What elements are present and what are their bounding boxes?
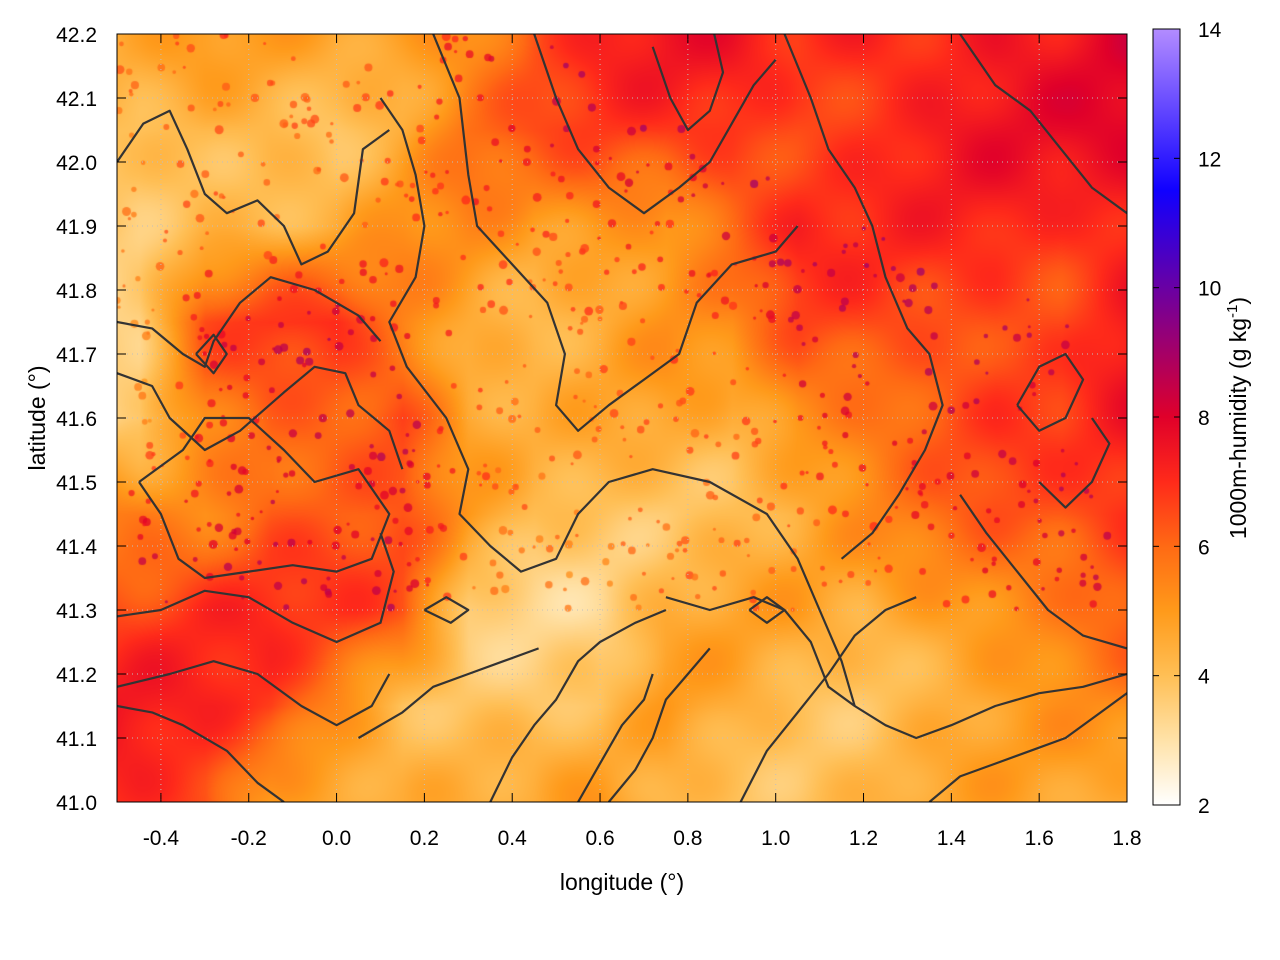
y-tick-label: 42.1 bbox=[56, 88, 97, 111]
x-tick-label: -0.2 bbox=[231, 827, 267, 850]
x-tick-label: 0.4 bbox=[498, 827, 528, 850]
colorbar-tick-label: 6 bbox=[1198, 536, 1210, 559]
contour-line bbox=[607, 647, 711, 802]
x-tick-label: 0.6 bbox=[585, 827, 614, 850]
y-tick-label: 41.8 bbox=[56, 280, 97, 303]
contour-line bbox=[748, 596, 786, 624]
colorbar: 2 4 6 8 10 12 14 1000m-humidity (g kg-1) bbox=[1152, 19, 1251, 818]
contour-line bbox=[117, 276, 382, 368]
contour-line bbox=[138, 416, 391, 580]
contour-line bbox=[651, 34, 725, 132]
colorbar-title-exponent: -1 bbox=[1224, 305, 1241, 318]
colorbar-ticks: 2 4 6 8 10 12 14 bbox=[1153, 19, 1222, 818]
contour-line bbox=[117, 660, 391, 727]
contour-line bbox=[959, 34, 1127, 215]
contour-line bbox=[1016, 352, 1085, 432]
contour-line bbox=[783, 34, 944, 560]
colorbar-title-text: 1000m-humidity (g kg bbox=[1225, 318, 1251, 539]
y-axis-title: latitude (°) bbox=[24, 365, 50, 470]
contour-line bbox=[577, 673, 654, 802]
contour-line bbox=[739, 596, 917, 802]
x-axis: -0.4 -0.2 0.0 0.2 0.4 0.6 0.8 1.0 1.2 1.4 1.6 1.8 bbox=[143, 34, 1142, 850]
colorbar-tick-label: 12 bbox=[1198, 148, 1221, 171]
y-tick-label: 41.7 bbox=[56, 344, 97, 367]
contour-line bbox=[533, 34, 777, 215]
x-tick-label: -0.4 bbox=[143, 827, 180, 850]
y-tick-label: 41.0 bbox=[56, 792, 97, 815]
contour-line bbox=[117, 109, 390, 266]
x-tick-label: 1.2 bbox=[849, 827, 878, 850]
colorbar-tick-label: 14 bbox=[1198, 19, 1222, 42]
contour-line bbox=[117, 365, 404, 470]
colorbar-tick-label: 8 bbox=[1198, 407, 1210, 430]
contour-line bbox=[117, 704, 285, 802]
x-tick-label: 1.0 bbox=[761, 827, 790, 850]
contour-line bbox=[195, 333, 228, 375]
contour-line bbox=[379, 97, 856, 707]
x-tick-label: 1.6 bbox=[1025, 827, 1054, 850]
contour-line bbox=[117, 532, 395, 644]
contour-line bbox=[489, 608, 667, 802]
contour-line bbox=[959, 494, 1127, 650]
y-tick-label: 41.1 bbox=[56, 728, 97, 751]
colorbar-title-close: ) bbox=[1225, 297, 1251, 305]
y-tick-label: 41.3 bbox=[56, 600, 97, 623]
contour-line bbox=[1038, 417, 1111, 509]
colorbar-tick-label: 4 bbox=[1198, 666, 1210, 689]
y-tick-label: 41.4 bbox=[56, 536, 97, 559]
y-tick-label: 41.6 bbox=[56, 408, 97, 431]
colorbar-title: 1000m-humidity (g kg-1) bbox=[1224, 297, 1251, 539]
y-tick-label: 41.9 bbox=[56, 216, 97, 239]
contour-line bbox=[432, 34, 799, 432]
colorbar-tick-label: 10 bbox=[1198, 278, 1221, 301]
x-tick-label: 0.0 bbox=[322, 827, 351, 850]
contour-line bbox=[928, 692, 1127, 802]
y-tick-label: 41.5 bbox=[56, 472, 97, 495]
x-tick-label: 0.8 bbox=[673, 827, 702, 850]
y-axis: 41.0 41.1 41.2 41.3 41.4 41.5 41.6 41.7 41.8 41.9… bbox=[56, 24, 1127, 815]
y-tick-label: 41.2 bbox=[56, 664, 97, 687]
x-tick-label: 0.2 bbox=[410, 827, 439, 850]
x-tick-label: 1.4 bbox=[937, 827, 967, 850]
y-tick-label: 42.2 bbox=[56, 24, 97, 47]
contour-line bbox=[423, 596, 470, 624]
contour-line bbox=[357, 647, 539, 739]
contour-lines bbox=[117, 34, 1127, 802]
x-tick-label: 1.8 bbox=[1112, 827, 1141, 850]
y-tick-label: 42.0 bbox=[56, 152, 97, 175]
contour-line bbox=[665, 596, 1127, 740]
colorbar-tick-label: 2 bbox=[1198, 795, 1210, 818]
x-axis-title: longitude (°) bbox=[560, 869, 684, 895]
